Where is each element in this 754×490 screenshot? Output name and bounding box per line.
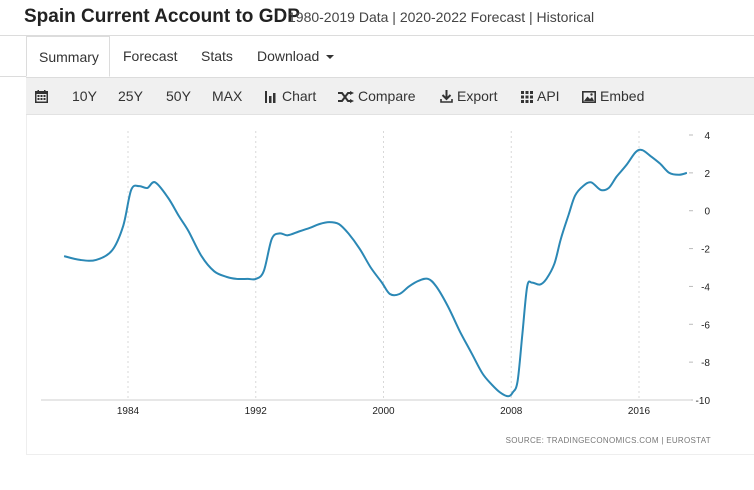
y-tick-label: -4 <box>701 282 710 293</box>
calendar-icon <box>35 90 48 103</box>
chevron-down-icon <box>326 55 335 60</box>
range-10y-button[interactable]: 10Y <box>72 88 97 104</box>
y-tick-label: -8 <box>701 358 710 369</box>
range-50y-button[interactable]: 50Y <box>166 88 191 104</box>
api-button[interactable]: API <box>521 78 560 114</box>
compare-label: Compare <box>358 88 416 104</box>
tab-divider <box>0 76 26 77</box>
grid-icon <box>521 91 533 103</box>
tab-forecast[interactable]: Forecast <box>123 36 177 77</box>
chart-toolbar: 10Y 25Y 50Y MAX Chart Compare Export API… <box>26 77 754 115</box>
x-tick-label: 2008 <box>500 406 523 417</box>
tab-summary[interactable]: Summary <box>26 36 110 77</box>
x-tick-label: 2000 <box>372 406 395 417</box>
series-line-0 <box>63 148 688 398</box>
tab-forecast-label: Forecast <box>123 48 178 64</box>
range-max-button[interactable]: MAX <box>212 88 243 104</box>
line-chart: 1984 1992 2000 2008 2016 4 2 0 -2 -4 -6 -8 -10 SOURCE… <box>41 131 711 445</box>
embed-label: Embed <box>600 88 645 104</box>
image-icon <box>582 91 596 103</box>
tab-bar: Summary Forecast Stats Download <box>0 36 754 77</box>
x-tick-label: 1992 <box>245 406 268 417</box>
y-tick-label: 0 <box>704 207 710 218</box>
title-bar: Spain Current Account to GDP 1980-2019 D… <box>0 0 754 36</box>
download-icon <box>440 90 453 103</box>
embed-button[interactable]: Embed <box>582 78 644 114</box>
shuffle-icon <box>338 91 354 103</box>
bar-chart-icon <box>265 91 276 103</box>
tab-download-label: Download <box>257 48 320 64</box>
x-tick-label: 2016 <box>628 406 651 417</box>
y-tick-label: -2 <box>701 245 710 256</box>
x-tick-label: 1984 <box>117 406 140 417</box>
compare-button[interactable]: Compare <box>338 78 416 114</box>
export-button[interactable]: Export <box>440 78 497 114</box>
chart-type-button[interactable]: Chart <box>265 78 316 114</box>
export-label: Export <box>457 88 498 104</box>
tab-stats[interactable]: Stats <box>201 36 233 77</box>
y-tick-label: 2 <box>704 169 710 180</box>
calendar-button[interactable] <box>35 78 52 114</box>
y-tick-label: -10 <box>696 396 711 407</box>
api-label: API <box>537 88 560 104</box>
tab-download[interactable]: Download <box>257 36 335 77</box>
range-25y-button[interactable]: 25Y <box>118 88 143 104</box>
tab-stats-label: Stats <box>201 48 233 64</box>
tab-summary-label: Summary <box>39 49 99 65</box>
page-title: Spain Current Account to GDP <box>24 6 300 27</box>
y-tick-label: 4 <box>704 131 710 142</box>
chart-area: 1984 1992 2000 2008 2016 4 2 0 -2 -4 -6 -8 -10 SOURCE… <box>26 115 754 455</box>
source-caption: SOURCE: TRADINGECONOMICS.COM | EUROSTAT <box>506 436 711 445</box>
chart-type-label: Chart <box>282 88 317 104</box>
y-tick-label: -6 <box>701 320 710 331</box>
page-subtitle: 1980-2019 Data | 2020-2022 Forecast | Hi… <box>288 9 595 25</box>
